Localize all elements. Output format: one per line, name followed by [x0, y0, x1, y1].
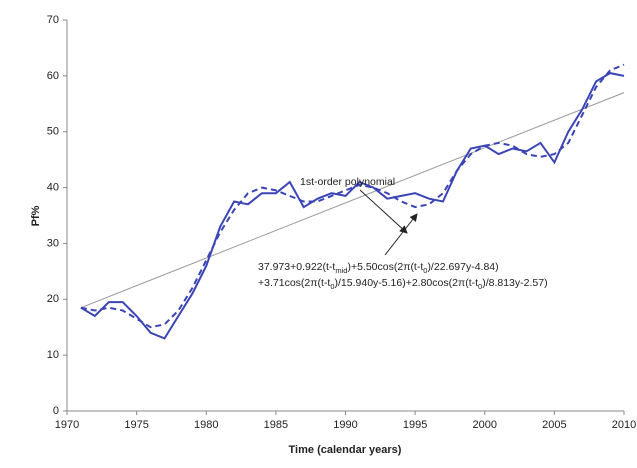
- plot-area: 0 10 20 30 40 50 60 70 1970 1975 1980 1985 1990 1995 2…: [47, 14, 636, 431]
- y-tick-label: 10: [47, 349, 59, 361]
- subscript: 0: [423, 266, 427, 275]
- x-tick-label: 1985: [264, 419, 288, 431]
- x-tick-label: 2000: [473, 419, 497, 431]
- subscript: 0: [478, 282, 482, 291]
- y-tick-label: 70: [47, 14, 59, 26]
- x-tick-label: 1970: [55, 419, 79, 431]
- x-tick-label: 1990: [333, 419, 357, 431]
- x-axis-title: Time (calendar years): [289, 444, 402, 456]
- y-tick-label: 0: [53, 405, 59, 417]
- formula: 37.973+0.922(t-tmid)+5.50cos(2π(t-t0)/22…: [258, 261, 548, 292]
- formula-text: 37.973+0.922(t-t: [258, 261, 335, 273]
- formula-text: )+5.50cos(2π(t-t: [347, 261, 423, 273]
- formula-text: )/15.940y-5.16)+2.80cos(2π(t-t: [335, 277, 479, 289]
- formula-text: )/22.697y-4.84): [427, 261, 498, 273]
- formula-text: )/8.813y-2.57): [482, 277, 547, 289]
- series-line: [80, 92, 625, 309]
- subscript: mid: [335, 266, 347, 275]
- y-tick-label: 20: [47, 293, 59, 305]
- x-tick-label: 1975: [124, 419, 148, 431]
- formula-line: 37.973+0.922(t-tmid)+5.50cos(2π(t-t0)/22…: [258, 261, 499, 276]
- fit-label: 1st-order polynomial: [300, 176, 395, 188]
- arrow: [384, 213, 418, 256]
- y-tick-label: 30: [47, 237, 59, 249]
- series-line: [80, 63, 625, 329]
- x-tick-label: 1995: [403, 419, 427, 431]
- subscript: 0: [330, 282, 334, 291]
- x-tick-label: 2005: [542, 419, 566, 431]
- formula-line: +3.71cos(2π(t-t0)/15.940y-5.16)+2.80cos(…: [258, 277, 548, 292]
- series-line: [80, 72, 625, 340]
- y-tick-label: 50: [47, 126, 59, 138]
- arrow: [359, 189, 408, 234]
- x-tick-label: 2010: [612, 419, 636, 431]
- y-tick-label: 40: [47, 181, 59, 193]
- y-tick-label: 60: [47, 70, 59, 82]
- x-tick-label: 1980: [194, 419, 218, 431]
- formula-text: +3.71cos(2π(t-t: [258, 277, 330, 289]
- y-axis-title: Pf%: [30, 205, 42, 226]
